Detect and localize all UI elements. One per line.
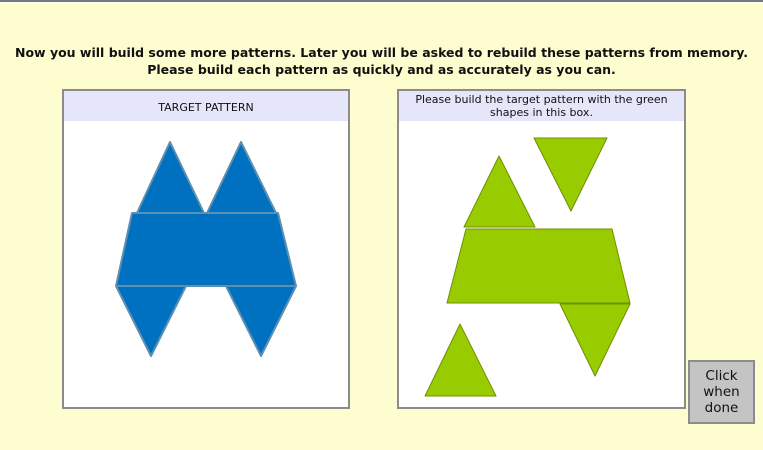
instructions-line-2: Please build each pattern as quickly and…: [147, 62, 616, 77]
build-area-header: Please build the target pattern with the…: [399, 91, 684, 121]
build-area-panel[interactable]: Please build the target pattern with the…: [397, 89, 686, 409]
done-button-line-1: Click: [705, 368, 738, 384]
target-triangle-bottom-right: [225, 285, 297, 357]
target-pattern-header: TARGET PATTERN: [64, 91, 348, 121]
done-button-line-2: when: [703, 384, 740, 400]
target-triangle-bottom-left: [115, 285, 187, 357]
green-trapezoid[interactable]: [446, 228, 631, 304]
target-triangle-top-left: [136, 141, 205, 214]
build-area-header-line-2: shapes in this box.: [490, 106, 593, 119]
green-triangle-up-bottom[interactable]: [424, 323, 497, 397]
target-pattern-canvas: [115, 141, 297, 357]
instructions: Now you will build some more patterns. L…: [0, 44, 763, 78]
green-triangle-down-top[interactable]: [533, 137, 608, 212]
green-triangle-down-right[interactable]: [559, 303, 631, 377]
target-triangle-top-right: [206, 141, 277, 214]
window-top-border: [0, 0, 763, 2]
target-trapezoid: [115, 212, 297, 287]
green-triangle-up-left[interactable]: [463, 155, 536, 228]
click-when-done-button[interactable]: Click when done: [688, 360, 755, 424]
done-button-line-3: done: [704, 400, 739, 416]
build-area-canvas[interactable]: [399, 91, 684, 407]
build-area-header-line-1: Please build the target pattern with the…: [415, 93, 668, 106]
target-pattern-panel: TARGET PATTERN: [62, 89, 350, 409]
instructions-line-1: Now you will build some more patterns. L…: [15, 45, 748, 60]
